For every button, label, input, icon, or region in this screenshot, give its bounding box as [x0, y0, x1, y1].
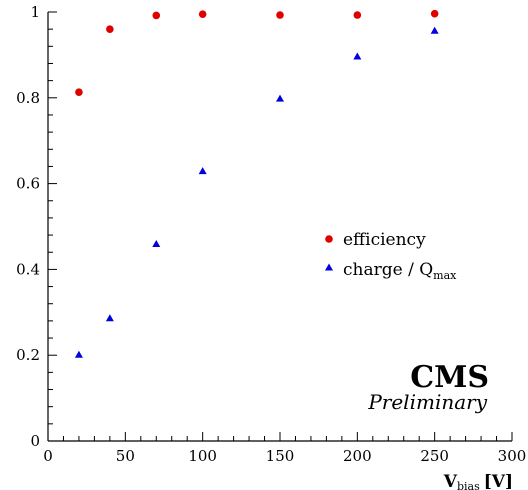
- charge-point: [74, 350, 83, 358]
- series-charge: [74, 26, 439, 358]
- y-tick-label: 0.8: [16, 89, 40, 107]
- cms-label: CMS: [410, 360, 489, 395]
- series-efficiency: [75, 9, 439, 97]
- x-tick-label: 200: [343, 447, 372, 465]
- y-ticks: 0 0.2 0.4 0.6 0.8 1: [16, 3, 57, 450]
- charge-point: [276, 94, 284, 102]
- preliminary-label: Preliminary: [367, 390, 487, 414]
- y-tick-label: 0.6: [16, 175, 40, 193]
- charge-point: [198, 167, 207, 175]
- y-tick-label: 0.2: [16, 346, 40, 364]
- x-tick-label: 50: [116, 447, 135, 465]
- legend-label-efficiency: efficiency: [343, 230, 426, 250]
- y-tick-label: 0: [30, 432, 40, 450]
- charge-point: [152, 240, 161, 248]
- y-tick-label: 0.4: [16, 260, 40, 278]
- legend-marker-efficiency: [325, 235, 333, 243]
- charge-point: [353, 52, 362, 60]
- x-axis-label: Vbias [V]: [443, 472, 513, 490]
- legend-label-charge: charge / Qmax: [343, 260, 457, 282]
- x-tick-label: 100: [188, 447, 217, 465]
- efficiency-point: [353, 11, 362, 19]
- axes: 0 50 100 150 200 250 300 0 0.2 0.4 0.6 0.8 1: [16, 3, 526, 465]
- efficiency-point: [152, 11, 161, 20]
- efficiency-point: [106, 25, 114, 33]
- legend-marker-charge: [325, 263, 333, 271]
- x-tick-label: 0: [43, 447, 53, 465]
- efficiency-point: [198, 10, 207, 18]
- x-tick-label: 300: [498, 447, 527, 465]
- charge-point: [430, 26, 439, 34]
- x-tick-label: 150: [266, 447, 295, 465]
- efficiency-point: [276, 11, 284, 19]
- efficiency-point: [430, 9, 439, 18]
- x-tick-label: 250: [420, 447, 449, 465]
- legend: efficiency charge / Qmax: [325, 230, 457, 282]
- y-tick-label: 1: [30, 3, 40, 21]
- series-layer: [74, 9, 439, 358]
- efficiency-point: [75, 88, 83, 97]
- charge-point: [105, 314, 114, 322]
- x-ticks: 0 50 100 150 200 250 300: [43, 432, 526, 465]
